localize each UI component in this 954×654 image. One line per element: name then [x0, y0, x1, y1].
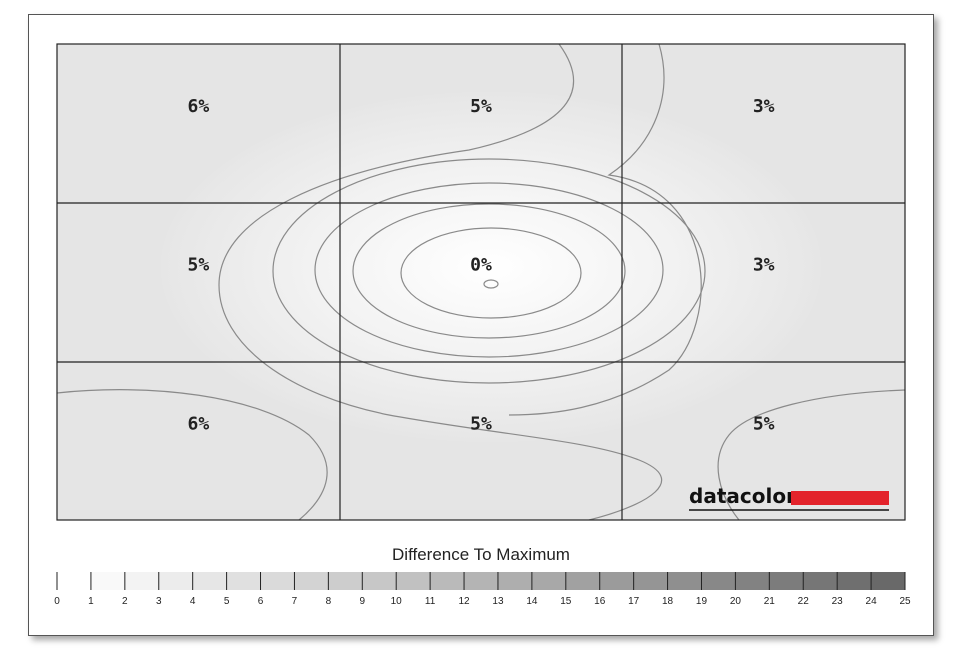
legend-swatch	[769, 572, 804, 590]
contour-lines	[57, 44, 905, 520]
legend-tick-label: 1	[88, 596, 94, 607]
legend-swatch	[464, 572, 499, 590]
legend-swatch	[90, 572, 126, 590]
legend-swatch	[294, 572, 329, 590]
legend-swatch	[192, 572, 228, 590]
legend-swatch	[667, 572, 702, 590]
cell-value-r1-c2: 5%	[470, 96, 492, 117]
legend-tick-label: 15	[560, 596, 572, 607]
legend-swatch	[57, 572, 92, 590]
legend-swatch	[362, 572, 397, 590]
legend-scale	[56, 572, 906, 590]
legend-tick-label: 25	[899, 596, 911, 607]
cell-value-r3-c2: 5%	[470, 413, 492, 434]
legend-tick-label: 23	[832, 596, 844, 607]
chart-frame: 6% 5% 3% 5% 0% 3% 6% 5% 5% datacolor Difference …	[28, 14, 934, 636]
contour-line	[57, 389, 328, 520]
legend-swatch	[803, 572, 838, 590]
contour-line	[314, 182, 664, 358]
cell-value-r1-c3: 3%	[753, 96, 775, 117]
datacolor-logo: datacolor	[689, 484, 889, 511]
cell-value-r1-c1: 6%	[187, 96, 209, 117]
legend-swatch	[599, 572, 635, 590]
cell-value-r2-c3: 3%	[753, 255, 775, 276]
legend-swatch	[837, 572, 872, 590]
grid-lines	[56, 43, 906, 521]
legend-swatch	[430, 572, 465, 590]
legend-tick-label: 18	[662, 596, 674, 607]
legend-tick-label: 24	[866, 596, 878, 607]
legend-tick-label: 4	[190, 596, 196, 607]
legend-title: Difference To Maximum	[392, 545, 570, 564]
legend-tick-label: 3	[156, 596, 162, 607]
legend-swatch	[260, 572, 295, 590]
legend-tick-label: 21	[764, 596, 776, 607]
legend-tick-label: 11	[425, 596, 436, 607]
contour-line	[218, 44, 663, 520]
legend-swatch	[328, 572, 363, 590]
legend-tick-label: 19	[696, 596, 708, 607]
legend-swatch	[124, 572, 160, 590]
legend-tick-label: 12	[458, 596, 470, 607]
legend-swatch	[396, 572, 431, 590]
legend-tick-label: 7	[292, 596, 298, 607]
brand-text: datacolor	[689, 484, 796, 508]
uniformity-heatmap: 6% 5% 3% 5% 0% 3% 6% 5% 5% datacolor Difference …	[54, 43, 911, 607]
legend-tick-label: 20	[730, 596, 742, 607]
cell-value-r2-c1: 5%	[187, 255, 209, 276]
cell-value-r3-c1: 6%	[187, 413, 209, 434]
legend-tick-label: 13	[492, 596, 504, 607]
legend-swatch	[226, 572, 262, 590]
contour-line	[508, 44, 702, 416]
legend-swatch	[871, 572, 906, 590]
plot-border	[56, 43, 906, 521]
cell-value-r2-c2: 0%	[470, 255, 492, 276]
legend-tick-labels: 0 1 2 3 4 5 6 7 8 9 10 11 12 13 14 15 16 17 18 19 20 21 22 23 24…	[54, 596, 911, 607]
cell-value-r3-c3: 5%	[753, 413, 775, 434]
contour-line	[352, 203, 626, 339]
brand-red-bar	[791, 491, 889, 505]
legend-tick-label: 17	[628, 596, 640, 607]
legend-swatch	[158, 572, 194, 590]
legend-swatch	[701, 572, 736, 590]
legend-swatch	[531, 572, 567, 590]
legend-swatch	[565, 572, 601, 590]
legend-tick-label: 5	[224, 596, 230, 607]
legend-tick-label: 8	[326, 596, 332, 607]
legend-tick-label: 9	[359, 596, 365, 607]
legend-tick-label: 22	[798, 596, 810, 607]
legend-tick-label: 6	[258, 596, 264, 607]
legend-tick-label: 10	[391, 596, 403, 607]
contour-line	[400, 227, 582, 319]
legend-tick-label: 16	[594, 596, 606, 607]
legend-tick-label: 2	[122, 596, 128, 607]
contour-line	[272, 158, 706, 384]
contour-line	[483, 279, 499, 289]
center-glow	[161, 92, 821, 442]
contour-line	[717, 389, 905, 520]
legend-swatch	[497, 572, 533, 590]
legend-swatch	[633, 572, 669, 590]
legend-tick-label: 0	[54, 596, 60, 607]
legend-swatch	[735, 572, 770, 590]
legend-tick-label: 14	[526, 596, 538, 607]
